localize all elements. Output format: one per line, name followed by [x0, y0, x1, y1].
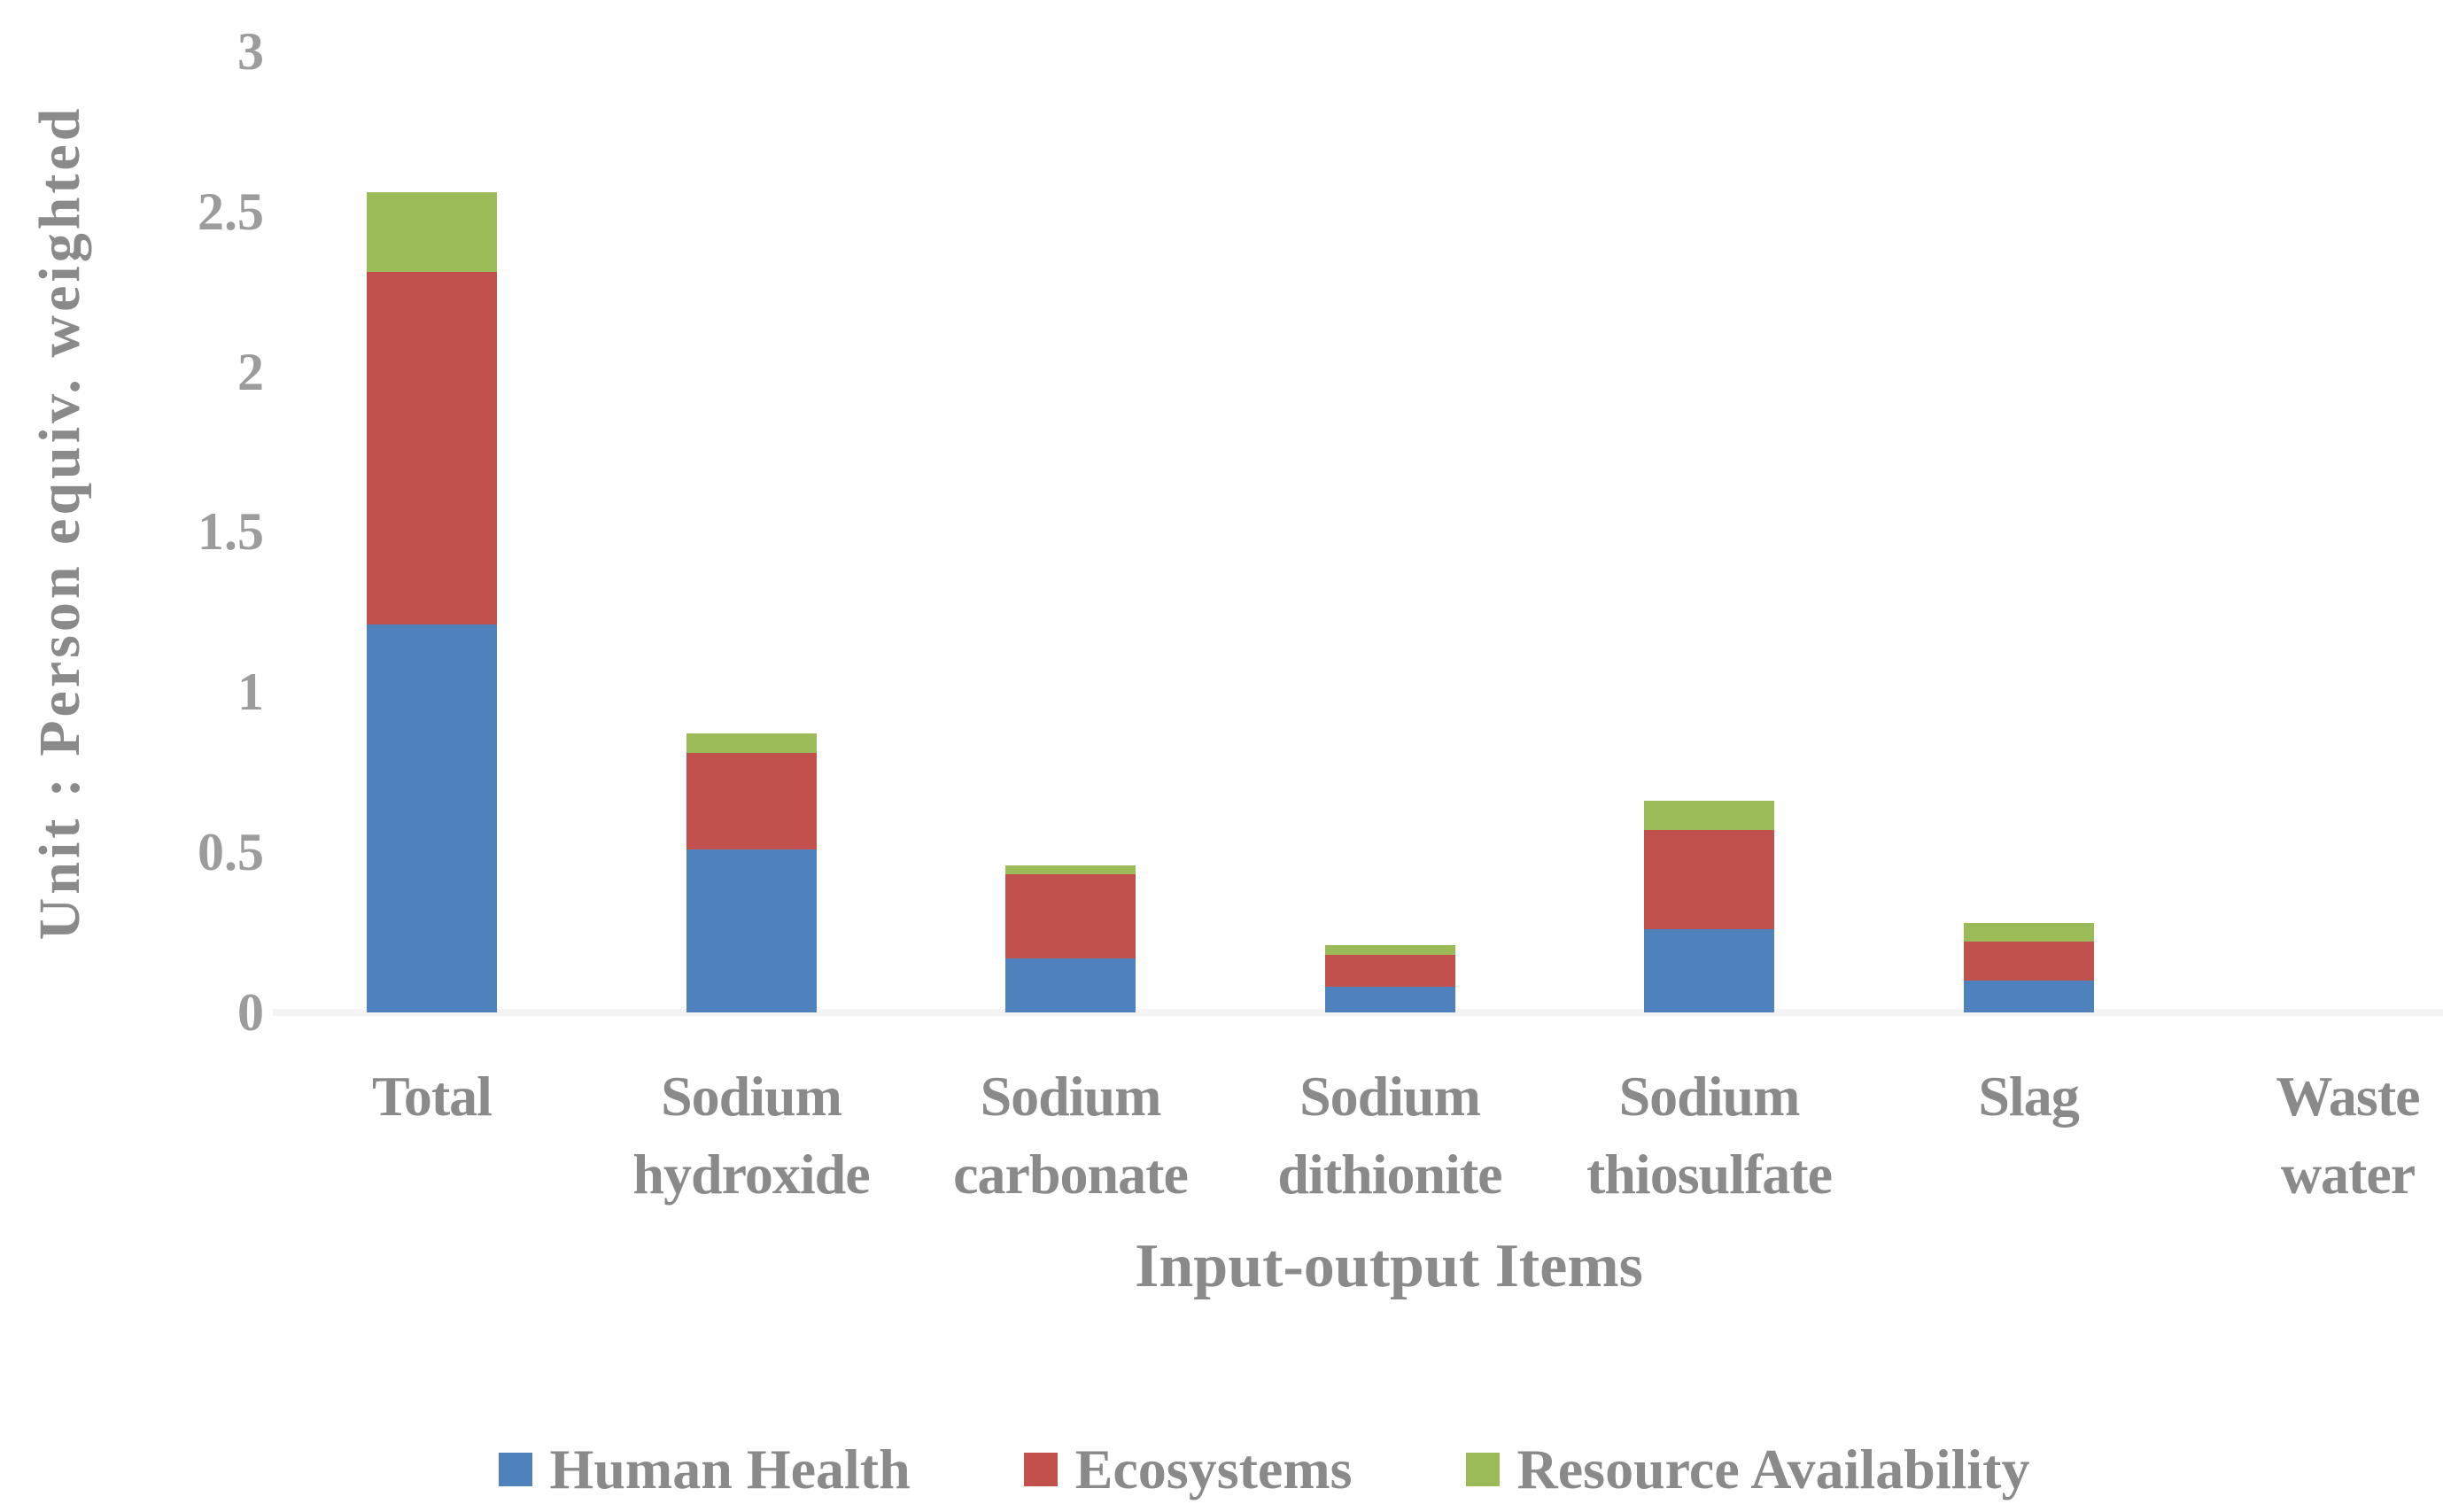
bar-segment-ecosystems [686, 753, 817, 849]
bar-segment-human-health [1324, 987, 1455, 1012]
legend-swatch-icon [1023, 1453, 1058, 1486]
bar-segment-ecosystems [367, 272, 497, 625]
category-label: Waste water [2276, 1065, 2420, 1206]
category-label: Sodium hydroxide [632, 1065, 870, 1206]
legend-item: Human Health [498, 1437, 911, 1502]
bar-segment-human-health [1005, 958, 1136, 1012]
bar-segment-ecosystems [1963, 942, 2094, 981]
legend-label: Resource Availability [1516, 1438, 2030, 1500]
bar-segment-resource-availability [686, 733, 817, 753]
y-tick-label: 2.5 [198, 182, 264, 241]
category-label: Total [372, 1065, 492, 1128]
bar-segment-ecosystems [1005, 874, 1136, 958]
legend-swatch-icon [1465, 1453, 1500, 1486]
bar-segment-resource-availability [1324, 945, 1455, 955]
bar-segment-human-health [1963, 980, 2094, 1012]
bar-segment-resource-availability [1005, 865, 1136, 875]
y-tick-label: 0.5 [198, 823, 264, 882]
bar-segment-resource-availability [367, 192, 497, 273]
legend-swatch-icon [498, 1453, 532, 1486]
legend-item: Ecosystems [1023, 1437, 1353, 1502]
bar-segment-human-health [1644, 928, 1774, 1012]
bar-segment-ecosystems [1324, 954, 1455, 988]
x-axis-title: Input-output Items [1135, 1232, 1643, 1300]
bar-segment-human-health [686, 849, 817, 1012]
category-label: Sodium dithionite [1277, 1065, 1502, 1206]
bar-segment-ecosystems [1644, 829, 1774, 929]
legend-item: Resource Availability [1465, 1437, 2030, 1502]
bar-segment-human-health [367, 624, 497, 1012]
legend-label: Ecosystems [1074, 1438, 1353, 1500]
y-tick-label: 3 [237, 21, 264, 81]
y-tick-label: 2 [237, 342, 264, 401]
bar-segment-resource-availability [1963, 922, 2094, 942]
y-tick-label: 1.5 [198, 502, 264, 562]
legend-label: Human Health [549, 1438, 911, 1500]
x-axis-line [273, 1009, 2443, 1016]
category-label: Sodium thiosulfate [1586, 1065, 1833, 1206]
y-tick-label: 0 [237, 983, 264, 1042]
legend: Human Health Ecosystems Resource Availabil… [0, 1437, 2443, 1502]
category-label: Sodium carbonate [953, 1065, 1189, 1206]
bar-segment-resource-availability [1644, 801, 1774, 830]
y-tick-label: 1 [237, 663, 264, 722]
category-label: Slag [1978, 1065, 2079, 1128]
